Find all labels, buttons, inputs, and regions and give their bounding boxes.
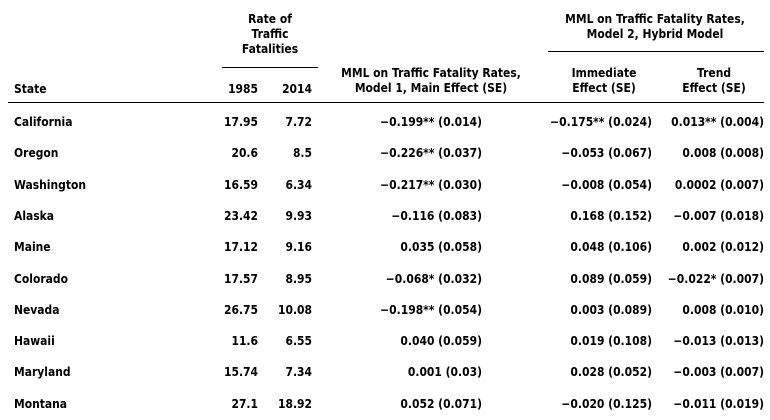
- cell-1985: 27.1: [231, 396, 258, 411]
- model2-group-rule: [548, 51, 764, 52]
- cell-2014: 6.55: [285, 333, 312, 348]
- cell-2014: 10.08: [277, 302, 312, 317]
- cell-1985: 23.42: [223, 208, 258, 223]
- cell-2014: 7.72: [285, 114, 312, 129]
- cell-model1: −0.226** (0.037): [380, 145, 482, 160]
- cell-trend: 0.008 (0.008): [682, 145, 764, 160]
- model1-header-line1: MML on Traffic Fatality Rates,: [341, 65, 521, 80]
- cell-state: Maine: [14, 239, 51, 254]
- cell-1985: 16.59: [223, 177, 258, 192]
- cell-immediate: 0.028 (0.052): [570, 364, 652, 379]
- trend-header-line2: Effect (SE): [682, 80, 746, 95]
- cell-immediate: 0.089 (0.059): [570, 271, 652, 286]
- cell-state: Alaska: [14, 208, 55, 223]
- cell-1985: 17.95: [223, 114, 258, 129]
- cell-2014: 7.34: [285, 364, 312, 379]
- cell-1985: 17.57: [223, 271, 258, 286]
- cell-2014: 6.34: [285, 177, 312, 192]
- cell-2014: 8.5: [292, 145, 312, 160]
- cell-trend: −0.013 (0.013): [673, 333, 764, 348]
- cell-2014: 8.95: [285, 271, 312, 286]
- cell-model1: −0.199** (0.014): [380, 114, 482, 129]
- cell-state: Colorado: [14, 271, 68, 286]
- model2-header-line2: Model 2, Hybrid Model: [586, 26, 724, 41]
- cell-trend: 0.013** (0.004): [671, 114, 764, 129]
- cell-trend: −0.011 (0.019): [673, 396, 764, 411]
- cell-trend: −0.022* (0.007): [667, 271, 764, 286]
- trend-header-line1: Trend: [696, 65, 732, 80]
- cell-1985: 26.75: [223, 302, 258, 317]
- rate-header-line3: Fatalities: [241, 41, 299, 56]
- cell-trend: −0.007 (0.018): [673, 208, 764, 223]
- cell-model1: −0.116 (0.083): [391, 208, 482, 223]
- cell-model1: 0.052 (0.071): [400, 396, 482, 411]
- cell-model1: 0.040 (0.059): [400, 333, 482, 348]
- immediate-header-line2: Effect (SE): [572, 80, 636, 95]
- cell-immediate: 0.019 (0.108): [570, 333, 652, 348]
- cell-immediate: 0.168 (0.152): [570, 208, 652, 223]
- year-2014-header: 2014: [282, 81, 312, 96]
- cell-state: Oregon: [14, 145, 59, 160]
- model2-header-line1: MML on Traffic Fatality Rates,: [565, 11, 745, 26]
- cell-model1: 0.035 (0.058): [400, 239, 482, 254]
- cell-immediate: 0.003 (0.089): [570, 302, 652, 317]
- cell-state: Montana: [14, 396, 68, 411]
- model1-header-line2: Model 1, Main Effect (SE): [354, 80, 508, 95]
- cell-model1: −0.198** (0.054): [380, 302, 482, 317]
- cell-2014: 9.93: [285, 208, 312, 223]
- rate-group-rule: [222, 67, 318, 68]
- cell-state: California: [14, 114, 73, 129]
- rate-header-line1: Rate of: [248, 11, 292, 26]
- cell-immediate: −0.053 (0.067): [561, 145, 652, 160]
- cell-immediate: 0.048 (0.106): [570, 239, 652, 254]
- cell-trend: −0.003 (0.007): [673, 364, 764, 379]
- cell-trend: 0.002 (0.012): [682, 239, 764, 254]
- cell-state: Hawaii: [14, 333, 55, 348]
- cell-immediate: −0.020 (0.125): [561, 396, 652, 411]
- year-1985-header: 1985: [228, 81, 258, 96]
- immediate-header-line1: Immediate: [571, 65, 637, 80]
- cell-trend: 0.008 (0.010): [682, 302, 764, 317]
- cell-2014: 9.16: [285, 239, 312, 254]
- cell-1985: 20.6: [231, 145, 258, 160]
- cell-1985: 15.74: [223, 364, 258, 379]
- cell-model1: −0.068* (0.032): [385, 271, 482, 286]
- cell-1985: 17.12: [223, 239, 258, 254]
- state-column-header: State: [14, 81, 47, 96]
- cell-immediate: −0.008 (0.054): [561, 177, 652, 192]
- cell-1985: 11.6: [231, 333, 258, 348]
- cell-state: Washington: [14, 177, 86, 192]
- cell-model1: −0.217** (0.030): [380, 177, 482, 192]
- cell-state: Nevada: [14, 302, 60, 317]
- cell-state: Maryland: [14, 364, 71, 379]
- cell-trend: 0.0002 (0.007): [674, 177, 764, 192]
- cell-2014: 18.92: [277, 396, 312, 411]
- cell-model1: 0.001 (0.03): [407, 364, 482, 379]
- rate-header-line2: Traffic: [251, 26, 289, 41]
- cell-immediate: −0.175** (0.024): [550, 114, 652, 129]
- header-rule: [8, 102, 764, 104]
